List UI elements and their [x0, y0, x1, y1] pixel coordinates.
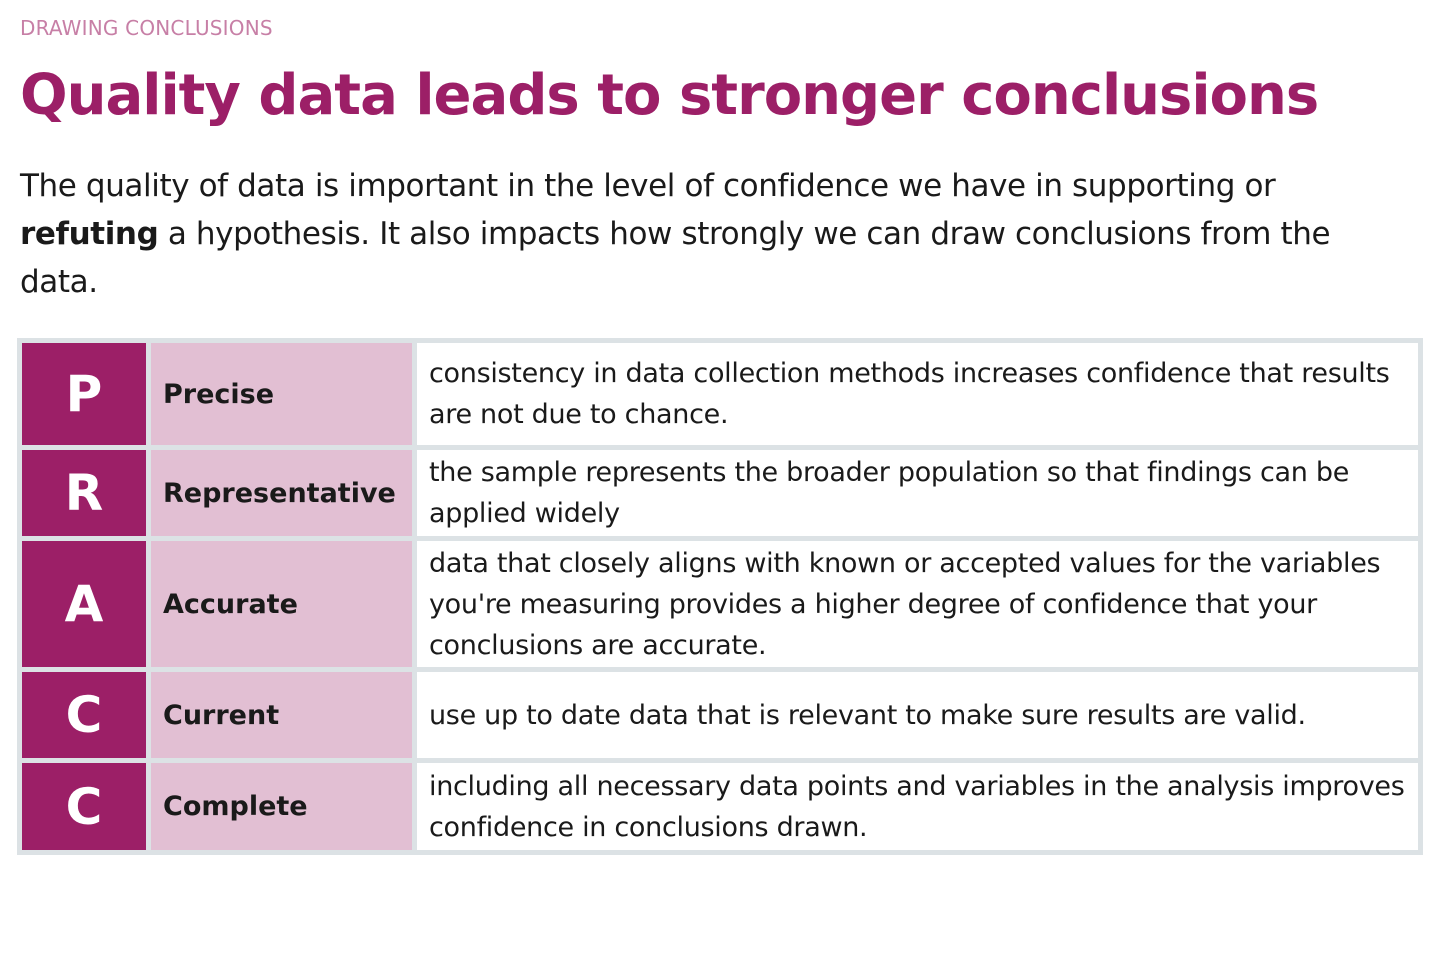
row-term: Accurate	[151, 541, 412, 667]
intro-paragraph: The quality of data is important in the …	[20, 162, 1380, 306]
table-row: R Representative the sample represents t…	[22, 450, 1418, 536]
intro-bold-term: refuting	[20, 216, 159, 252]
row-term: Current	[151, 672, 412, 758]
table-row: C Complete including all necessary data …	[22, 763, 1418, 850]
row-term: Complete	[151, 763, 412, 850]
table-row: C Current use up to date data that is re…	[22, 672, 1418, 758]
row-description: consistency in data collection methods i…	[417, 343, 1418, 445]
intro-text-start: The quality of data is important in the …	[20, 168, 1276, 204]
row-description: use up to date data that is relevant to …	[417, 672, 1418, 758]
table-row: P Precise consistency in data collection…	[22, 343, 1418, 445]
page-title: Quality data leads to stronger conclusio…	[20, 63, 1319, 128]
row-letter: C	[22, 672, 146, 758]
intro-text-end: a hypothesis. It also impacts how strong…	[20, 216, 1331, 300]
row-letter: C	[22, 763, 146, 850]
table-row: A Accurate data that closely aligns with…	[22, 541, 1418, 667]
row-description: data that closely aligns with known or a…	[417, 541, 1418, 667]
row-letter: R	[22, 450, 146, 536]
row-letter: P	[22, 343, 146, 445]
section-eyebrow: DRAWING CONCLUSIONS	[20, 16, 273, 40]
row-description: the sample represents the broader popula…	[417, 450, 1418, 536]
row-term: Representative	[151, 450, 412, 536]
row-description: including all necessary data points and …	[417, 763, 1418, 850]
prac-table: P Precise consistency in data collection…	[17, 338, 1423, 855]
row-letter: A	[22, 541, 146, 667]
row-term: Precise	[151, 343, 412, 445]
